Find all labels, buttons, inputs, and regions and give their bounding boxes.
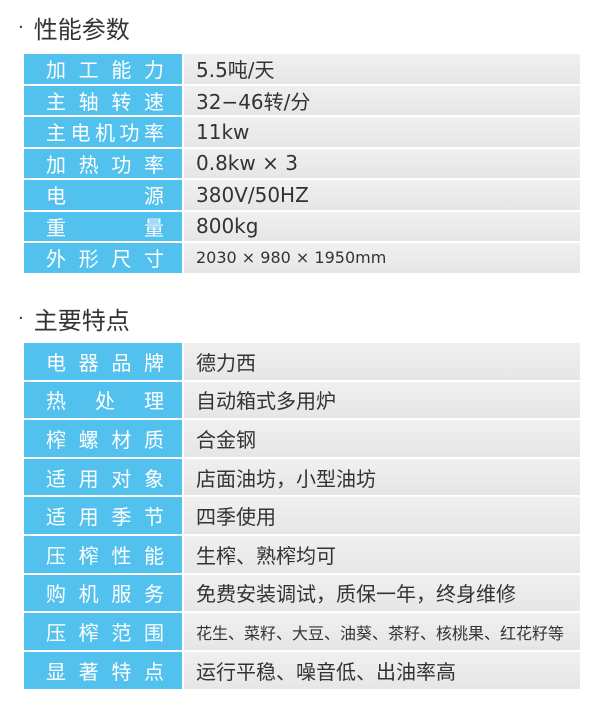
- row-label-text: 热处理: [46, 389, 164, 414]
- row-label: 加工能力: [24, 54, 182, 84]
- row-label-text: 适用季节: [46, 505, 164, 530]
- row-label-text: 适用对象: [46, 466, 164, 491]
- row-label: 主轴转速: [24, 85, 182, 115]
- table-row: 电器品牌 德力西: [24, 343, 580, 380]
- row-label-text: 加热功率: [46, 152, 164, 177]
- row-label-text: 显著特点: [46, 659, 164, 684]
- row-value: 合金钢: [184, 420, 580, 457]
- row-label: 电器品牌: [24, 343, 182, 380]
- row-label: 显著特点: [24, 652, 182, 689]
- row-label: 榨螺材质: [24, 420, 182, 457]
- row-value: 5.5吨/天: [184, 54, 580, 84]
- row-value: 免费安装调试，质保一年，终身维修: [184, 574, 580, 612]
- row-label-text: 电源: [46, 184, 164, 209]
- row-label: 加热功率: [24, 148, 182, 178]
- features-table: 电器品牌 德力西 热处理 自动箱式多用炉 榨螺材质 合金钢 适用对象 店面油坊，小型油坊 适用季…: [24, 343, 580, 691]
- row-label-text: 压榨范围: [46, 621, 164, 646]
- row-value: 德力西: [184, 343, 580, 380]
- row-value: 店面油坊，小型油坊: [184, 458, 580, 496]
- row-value: 生榨、熟榨均可: [184, 535, 580, 573]
- row-label-text: 压榨性能: [46, 543, 164, 568]
- row-label-text: 主轴转速: [46, 89, 164, 114]
- row-value: 2030 × 980 × 1950mm: [184, 243, 580, 273]
- row-label-text: 榨螺材质: [46, 427, 164, 452]
- row-label: 热处理: [24, 381, 182, 419]
- row-label: 购机服务: [24, 574, 182, 612]
- row-label: 压榨范围: [24, 613, 182, 651]
- table-row: 购机服务 免费安装调试，质保一年，终身维修: [24, 574, 580, 612]
- table-row: 加热功率 0.8kw × 3: [24, 148, 580, 178]
- row-value: 四季使用: [184, 497, 580, 534]
- row-value: 32−46转/分: [184, 85, 580, 115]
- table-row: 主轴转速 32−46转/分: [24, 85, 580, 115]
- row-label-text: 购机服务: [46, 582, 164, 607]
- table-row: 适用季节 四季使用: [24, 497, 580, 534]
- section-title-performance: · 性能参数: [18, 10, 130, 45]
- row-label-text: 电器品牌: [46, 350, 164, 375]
- row-label: 适用季节: [24, 497, 182, 534]
- table-row: 压榨范围 花生、菜籽、大豆、油葵、茶籽、核桃果、红花籽等: [24, 613, 580, 651]
- row-label: 主电机功率: [24, 117, 182, 147]
- row-value: 380V/50HZ: [184, 180, 580, 210]
- row-label: 重量: [24, 211, 182, 241]
- table-row: 外形尺寸 2030 × 980 × 1950mm: [24, 243, 580, 273]
- section-title-text: 性能参数: [33, 16, 130, 44]
- section-title-features: · 主要特点: [18, 301, 130, 336]
- row-value: 0.8kw × 3: [184, 148, 580, 178]
- row-label: 适用对象: [24, 458, 182, 496]
- table-row: 压榨性能 生榨、熟榨均可: [24, 535, 580, 573]
- row-label-text: 重量: [46, 215, 164, 240]
- table-row: 适用对象 店面油坊，小型油坊: [24, 458, 580, 496]
- row-label: 外形尺寸: [24, 243, 182, 273]
- row-value: 800kg: [184, 211, 580, 241]
- table-row: 加工能力 5.5吨/天: [24, 54, 580, 84]
- row-label-text: 加工能力: [46, 58, 164, 83]
- table-row: 榨螺材质 合金钢: [24, 420, 580, 457]
- table-row: 电源 380V/50HZ: [24, 180, 580, 210]
- row-label-text: 外形尺寸: [46, 247, 164, 272]
- row-label: 电源: [24, 180, 182, 210]
- table-row: 热处理 自动箱式多用炉: [24, 381, 580, 419]
- table-row: 重量 800kg: [24, 211, 580, 241]
- row-value: 自动箱式多用炉: [184, 381, 580, 419]
- row-value: 花生、菜籽、大豆、油葵、茶籽、核桃果、红花籽等: [184, 613, 580, 651]
- row-value: 11kw: [184, 117, 580, 147]
- performance-table: 加工能力 5.5吨/天 主轴转速 32−46转/分 主电机功率 11kw 加热功率 0.8kw…: [24, 54, 580, 275]
- table-row: 主电机功率 11kw: [24, 117, 580, 147]
- row-label: 压榨性能: [24, 535, 182, 573]
- row-label-text: 主电机功率: [46, 121, 164, 146]
- table-row: 显著特点 运行平稳、噪音低、出油率高: [24, 652, 580, 689]
- section-title-text: 主要特点: [33, 307, 130, 335]
- row-value: 运行平稳、噪音低、出油率高: [184, 652, 580, 689]
